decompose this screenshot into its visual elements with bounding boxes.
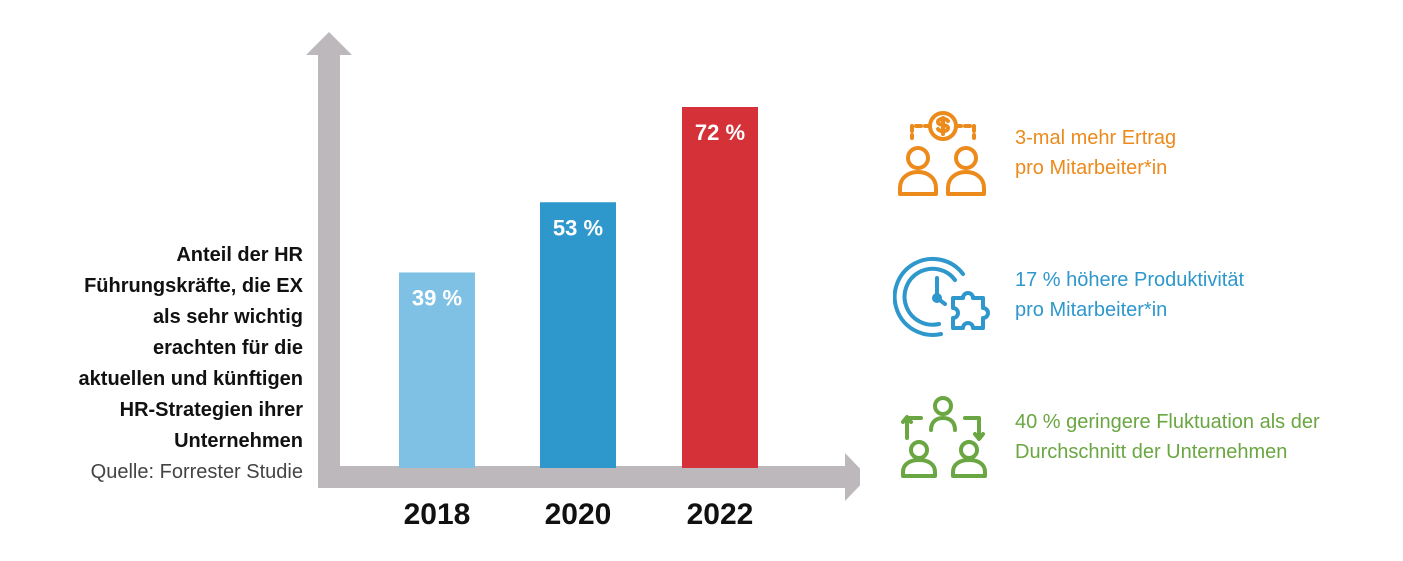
data-label-2022: 72 %: [695, 120, 745, 145]
x-tick-label-2020: 2020: [545, 498, 612, 531]
bar-2022: [682, 107, 758, 468]
axes: [306, 32, 860, 501]
bars: 39 % 2018 53 % 2020 72 % 2022: [399, 107, 758, 531]
x-tick-label-2022: 2022: [687, 498, 754, 531]
stat-revenue-text: 3-mal mehr Ertrag pro Mitarbeiter*in: [1015, 127, 1177, 179]
caption-title: Anteil der HR Führungskräfte, die EX als…: [78, 244, 303, 452]
x-axis-line: [318, 466, 845, 488]
chart-caption: Anteil der HR Führungskräfte, die EX als…: [3, 240, 303, 488]
stat-productivity-text: 17 % höhere Produktivität pro Mitarbeite…: [1015, 269, 1245, 321]
stat-revenue: 3-mal mehr Ertrag pro Mitarbeiter*in: [893, 108, 1176, 198]
people-money-icon: [898, 111, 986, 196]
stat-fluctuation: 40 % geringere Fluktuation als der Durch…: [893, 392, 1320, 482]
x-axis-arrow: [845, 453, 860, 501]
stat-productivity: 17 % höhere Produktivität pro Mitarbeite…: [893, 250, 1244, 340]
caption-source: Quelle: Forrester Studie: [90, 461, 303, 483]
bar-2020: [540, 202, 616, 468]
stat-fluctuation-text: 40 % geringere Fluktuation als der Durch…: [1015, 411, 1320, 463]
clock-puzzle-icon: [893, 256, 990, 337]
bar-chart: 39 % 2018 53 % 2020 72 % 2022: [306, 32, 860, 531]
y-axis-line: [318, 55, 340, 488]
data-label-2020: 53 %: [553, 215, 603, 240]
data-label-2018: 39 %: [412, 285, 462, 310]
y-axis-arrow: [306, 32, 352, 55]
bar-2018: [399, 272, 475, 468]
people-rotation-icon: [901, 396, 987, 478]
x-tick-label-2018: 2018: [404, 498, 471, 531]
